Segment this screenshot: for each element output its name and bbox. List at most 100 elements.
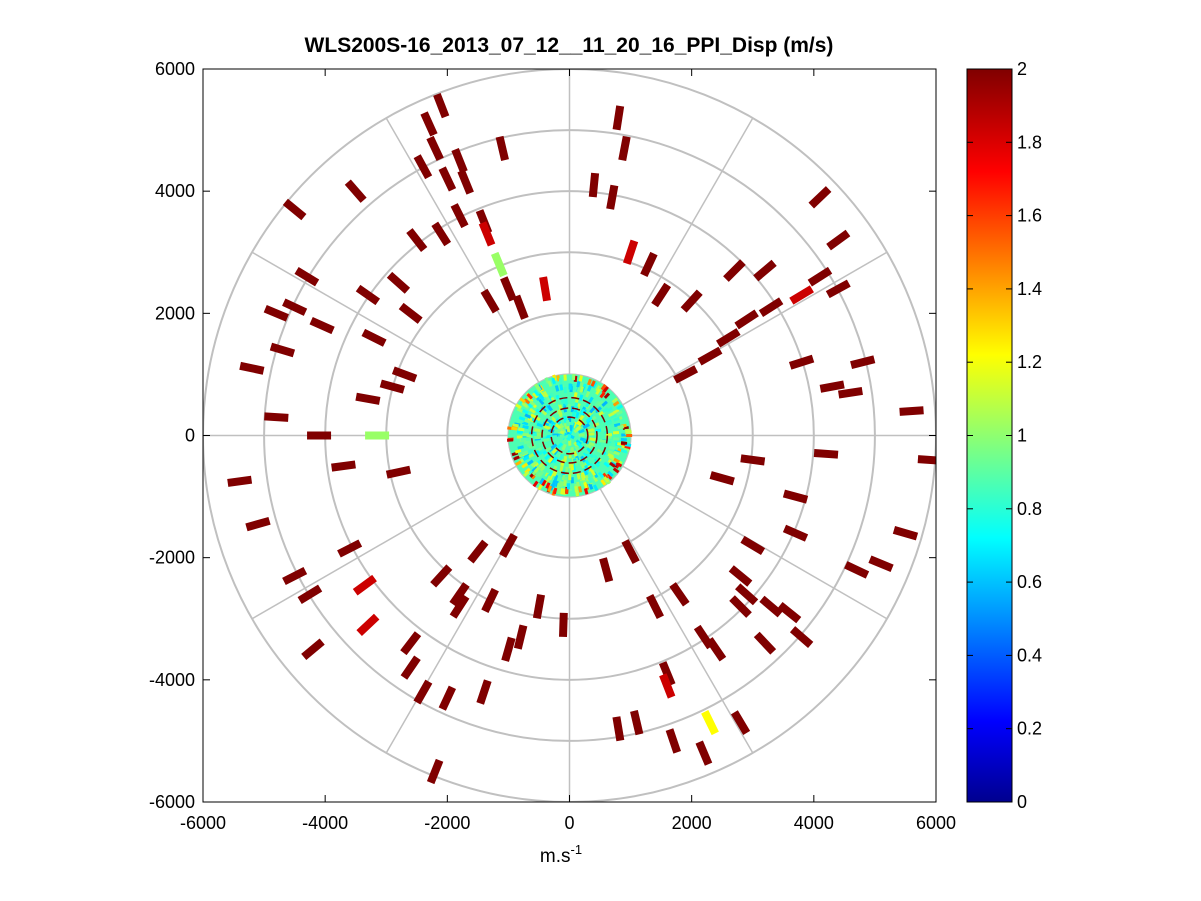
core-cell <box>536 422 544 428</box>
core-cell <box>566 483 571 490</box>
core-cell <box>594 400 601 408</box>
y-tick-label: -4000 <box>149 670 195 690</box>
core-cell <box>566 425 571 433</box>
data-cell <box>398 302 423 324</box>
core-cell <box>588 483 594 490</box>
data-cell <box>789 285 814 305</box>
data-cell <box>709 471 735 486</box>
core-cell <box>590 469 597 477</box>
data-cell <box>850 355 876 369</box>
core-cell <box>579 408 586 416</box>
core-cell <box>601 407 609 414</box>
data-cell <box>239 361 265 375</box>
data-cell <box>723 259 746 282</box>
core-cell <box>533 466 540 474</box>
core-cell <box>533 415 541 422</box>
core-cell <box>516 435 523 439</box>
core-cell <box>626 434 633 438</box>
core-cell <box>547 404 553 412</box>
data-cell <box>728 565 753 587</box>
data-cell <box>449 594 470 619</box>
core-cell <box>603 461 611 468</box>
core-cell <box>507 434 514 438</box>
core-cell <box>520 437 527 441</box>
core-cell <box>587 428 594 433</box>
core-cell <box>574 411 580 419</box>
core-cell <box>583 468 589 476</box>
core-cell <box>534 470 541 478</box>
data-cell <box>391 366 418 383</box>
core-cell <box>613 416 620 422</box>
core-cell <box>603 476 610 483</box>
data-cell <box>400 631 422 656</box>
core-cell <box>529 400 536 407</box>
data-cell <box>438 685 457 711</box>
core-cell <box>551 480 557 487</box>
core-cell <box>568 439 572 446</box>
core-cell <box>563 480 567 487</box>
core-cell <box>567 434 572 441</box>
core-cell <box>559 384 564 391</box>
colorbar-tick-label: 0.2 <box>1017 719 1042 739</box>
core-cell <box>580 480 585 487</box>
core-ring <box>550 416 589 455</box>
data-cell <box>868 555 894 573</box>
core-cell <box>568 474 572 481</box>
core-cell <box>620 448 628 454</box>
core-cell <box>552 456 559 464</box>
data-cell <box>665 728 681 754</box>
core-cell <box>534 428 541 433</box>
core-cell <box>533 389 540 397</box>
core-cell <box>609 461 616 468</box>
core-cell <box>559 427 566 434</box>
core-cell <box>544 453 551 461</box>
core-cell <box>521 462 528 469</box>
data-cell <box>612 716 625 742</box>
core-cell <box>573 402 579 409</box>
core-cell <box>573 392 578 399</box>
data-cell <box>622 239 639 265</box>
core-cell <box>561 397 566 405</box>
core-cell <box>521 401 528 408</box>
core-cell <box>607 411 615 418</box>
core-cell <box>580 474 586 481</box>
core-cell <box>556 442 564 449</box>
core-cell <box>583 488 589 495</box>
core-cell <box>616 404 624 410</box>
core-cell <box>563 374 567 381</box>
data-cell <box>451 147 468 174</box>
core-cell <box>553 474 559 482</box>
core-cell <box>518 416 526 422</box>
data-cell <box>400 655 421 680</box>
core-cell <box>587 476 593 484</box>
data-cell <box>673 365 699 384</box>
core-cell <box>595 388 602 396</box>
data-cell <box>500 276 517 302</box>
data-cell <box>430 564 453 588</box>
data-cell <box>420 111 438 137</box>
colorbar <box>966 68 1013 803</box>
core-cell <box>550 416 557 423</box>
data-cell <box>807 266 833 287</box>
core-cell <box>529 444 537 449</box>
core-cell <box>606 406 613 413</box>
data-cell <box>759 595 783 618</box>
data-cell <box>789 626 814 648</box>
core-cell <box>590 380 596 387</box>
data-cell <box>413 154 433 180</box>
core-cell <box>608 450 615 456</box>
core-cell <box>547 380 553 388</box>
core-cell <box>550 435 558 439</box>
data-cell <box>379 379 405 394</box>
core-cell <box>565 488 569 495</box>
data-cell <box>356 613 380 636</box>
core-cell <box>522 455 530 462</box>
core-cell <box>517 445 524 450</box>
data-cell <box>539 276 551 302</box>
core-cell <box>541 479 547 487</box>
data-cell <box>309 317 335 335</box>
x-tick-label: -4000 <box>302 813 348 833</box>
core-cell <box>524 418 531 424</box>
data-cell <box>899 406 924 416</box>
core-cell <box>551 447 558 455</box>
